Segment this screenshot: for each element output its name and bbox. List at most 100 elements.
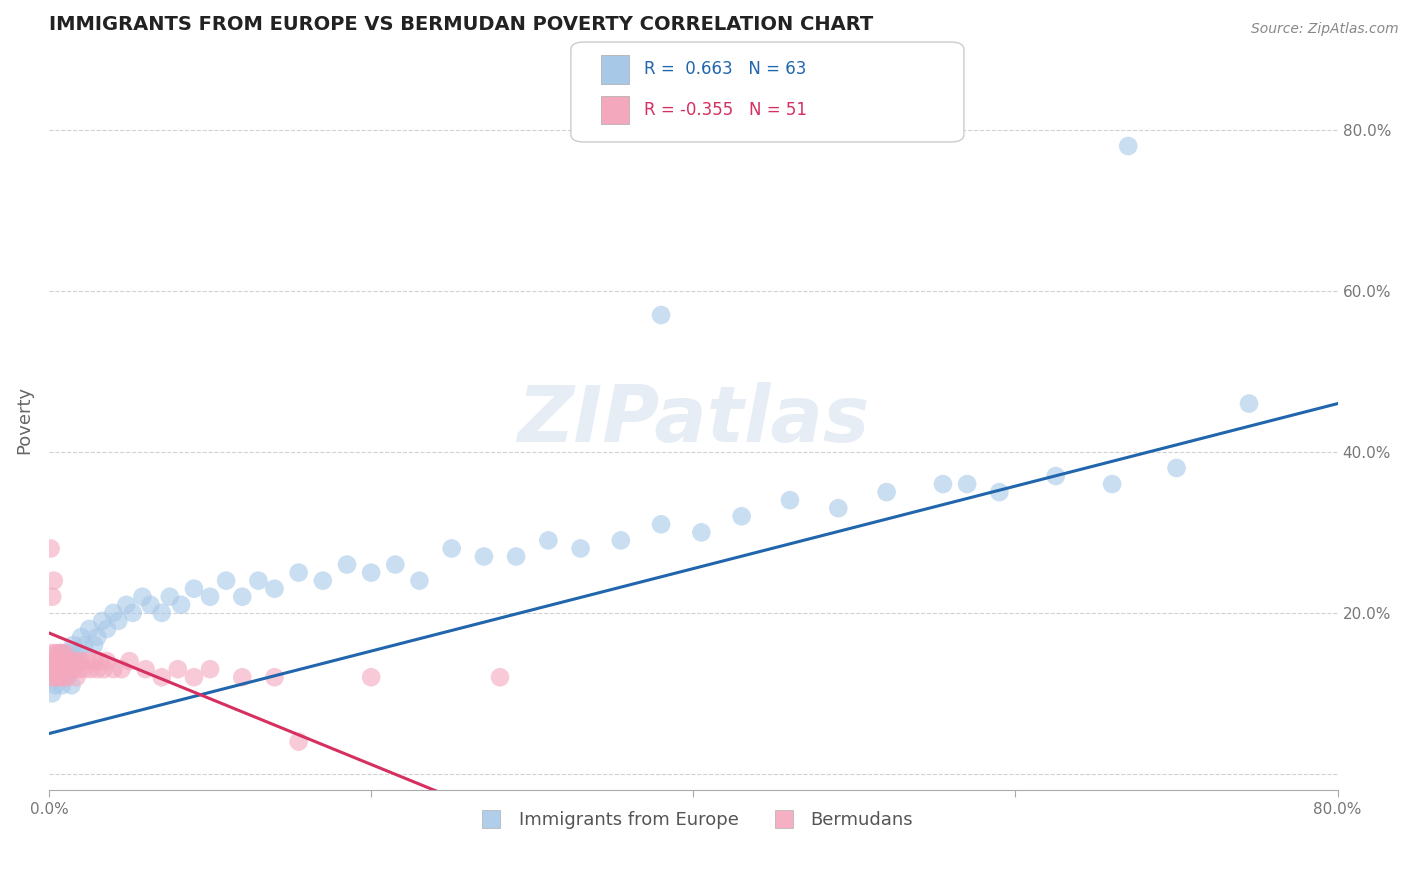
Point <box>876 485 898 500</box>
Point <box>42 670 65 684</box>
Legend: Immigrants from Europe, Bermudans: Immigrants from Europe, Bermudans <box>467 804 921 837</box>
Point <box>183 582 205 596</box>
Point <box>215 574 238 588</box>
Point <box>360 670 382 684</box>
Point <box>231 670 253 684</box>
Point <box>80 662 103 676</box>
Point <box>59 662 82 676</box>
Point <box>76 654 98 668</box>
Point <box>39 670 62 684</box>
Point <box>44 678 66 692</box>
Point <box>569 541 592 556</box>
Point <box>70 654 93 668</box>
Point <box>62 638 84 652</box>
Point <box>1166 461 1188 475</box>
Point <box>41 646 63 660</box>
Point <box>131 590 153 604</box>
Point <box>53 654 76 668</box>
Text: ZIPatlas: ZIPatlas <box>517 382 869 458</box>
Point <box>52 662 75 676</box>
Point <box>150 606 173 620</box>
Point <box>65 670 87 684</box>
Point <box>1101 477 1123 491</box>
Point <box>932 477 955 491</box>
Point <box>83 638 105 652</box>
Y-axis label: Poverty: Poverty <box>15 385 32 454</box>
Point <box>135 662 157 676</box>
Point <box>139 598 162 612</box>
Point <box>690 525 713 540</box>
Point <box>610 533 633 548</box>
Point <box>89 654 111 668</box>
Point <box>150 670 173 684</box>
Point <box>42 574 65 588</box>
Point <box>46 670 69 684</box>
Point <box>46 654 69 668</box>
Point <box>42 654 65 668</box>
Point <box>51 678 73 692</box>
Point <box>110 662 132 676</box>
Point <box>42 670 65 684</box>
Point <box>287 734 309 748</box>
Point <box>55 654 77 668</box>
Point <box>39 541 62 556</box>
Point <box>46 662 69 676</box>
Point <box>96 654 118 668</box>
Point <box>121 606 143 620</box>
Point <box>170 598 193 612</box>
Point <box>44 662 66 676</box>
Point <box>650 308 672 322</box>
Point <box>58 662 80 676</box>
Point <box>66 654 89 668</box>
Point <box>730 509 752 524</box>
Point <box>956 477 979 491</box>
Point <box>49 670 72 684</box>
Point <box>41 590 63 604</box>
Point <box>1116 139 1139 153</box>
Point <box>52 654 75 668</box>
Point <box>505 549 527 564</box>
Point <box>247 574 270 588</box>
Point <box>1045 469 1067 483</box>
Point <box>263 670 285 684</box>
Point <box>55 670 77 684</box>
FancyBboxPatch shape <box>600 96 628 124</box>
Point <box>287 566 309 580</box>
Point <box>96 622 118 636</box>
Point <box>77 622 100 636</box>
Point <box>103 606 125 620</box>
Point <box>39 654 62 668</box>
Point <box>312 574 335 588</box>
Point <box>988 485 1011 500</box>
Text: IMMIGRANTS FROM EUROPE VS BERMUDAN POVERTY CORRELATION CHART: IMMIGRANTS FROM EUROPE VS BERMUDAN POVER… <box>49 15 873 34</box>
Point <box>48 670 70 684</box>
FancyBboxPatch shape <box>571 42 965 142</box>
Point <box>62 654 84 668</box>
Point <box>537 533 560 548</box>
Point <box>198 662 221 676</box>
Point <box>73 662 96 676</box>
Point <box>44 646 66 660</box>
Point <box>827 501 849 516</box>
Point <box>41 686 63 700</box>
Point <box>183 670 205 684</box>
Point <box>650 517 672 532</box>
Point <box>336 558 359 572</box>
Point <box>48 646 70 660</box>
Point <box>60 678 83 692</box>
Point <box>384 558 406 572</box>
FancyBboxPatch shape <box>600 55 628 84</box>
Point <box>46 654 69 668</box>
Point <box>103 662 125 676</box>
Point <box>118 654 141 668</box>
Point <box>51 662 73 676</box>
Point <box>63 654 86 668</box>
Point <box>48 662 70 676</box>
Point <box>166 662 188 676</box>
Point <box>52 670 75 684</box>
Point <box>49 646 72 660</box>
Point <box>86 662 108 676</box>
Point <box>49 654 72 668</box>
Point <box>231 590 253 604</box>
Point <box>41 662 63 676</box>
